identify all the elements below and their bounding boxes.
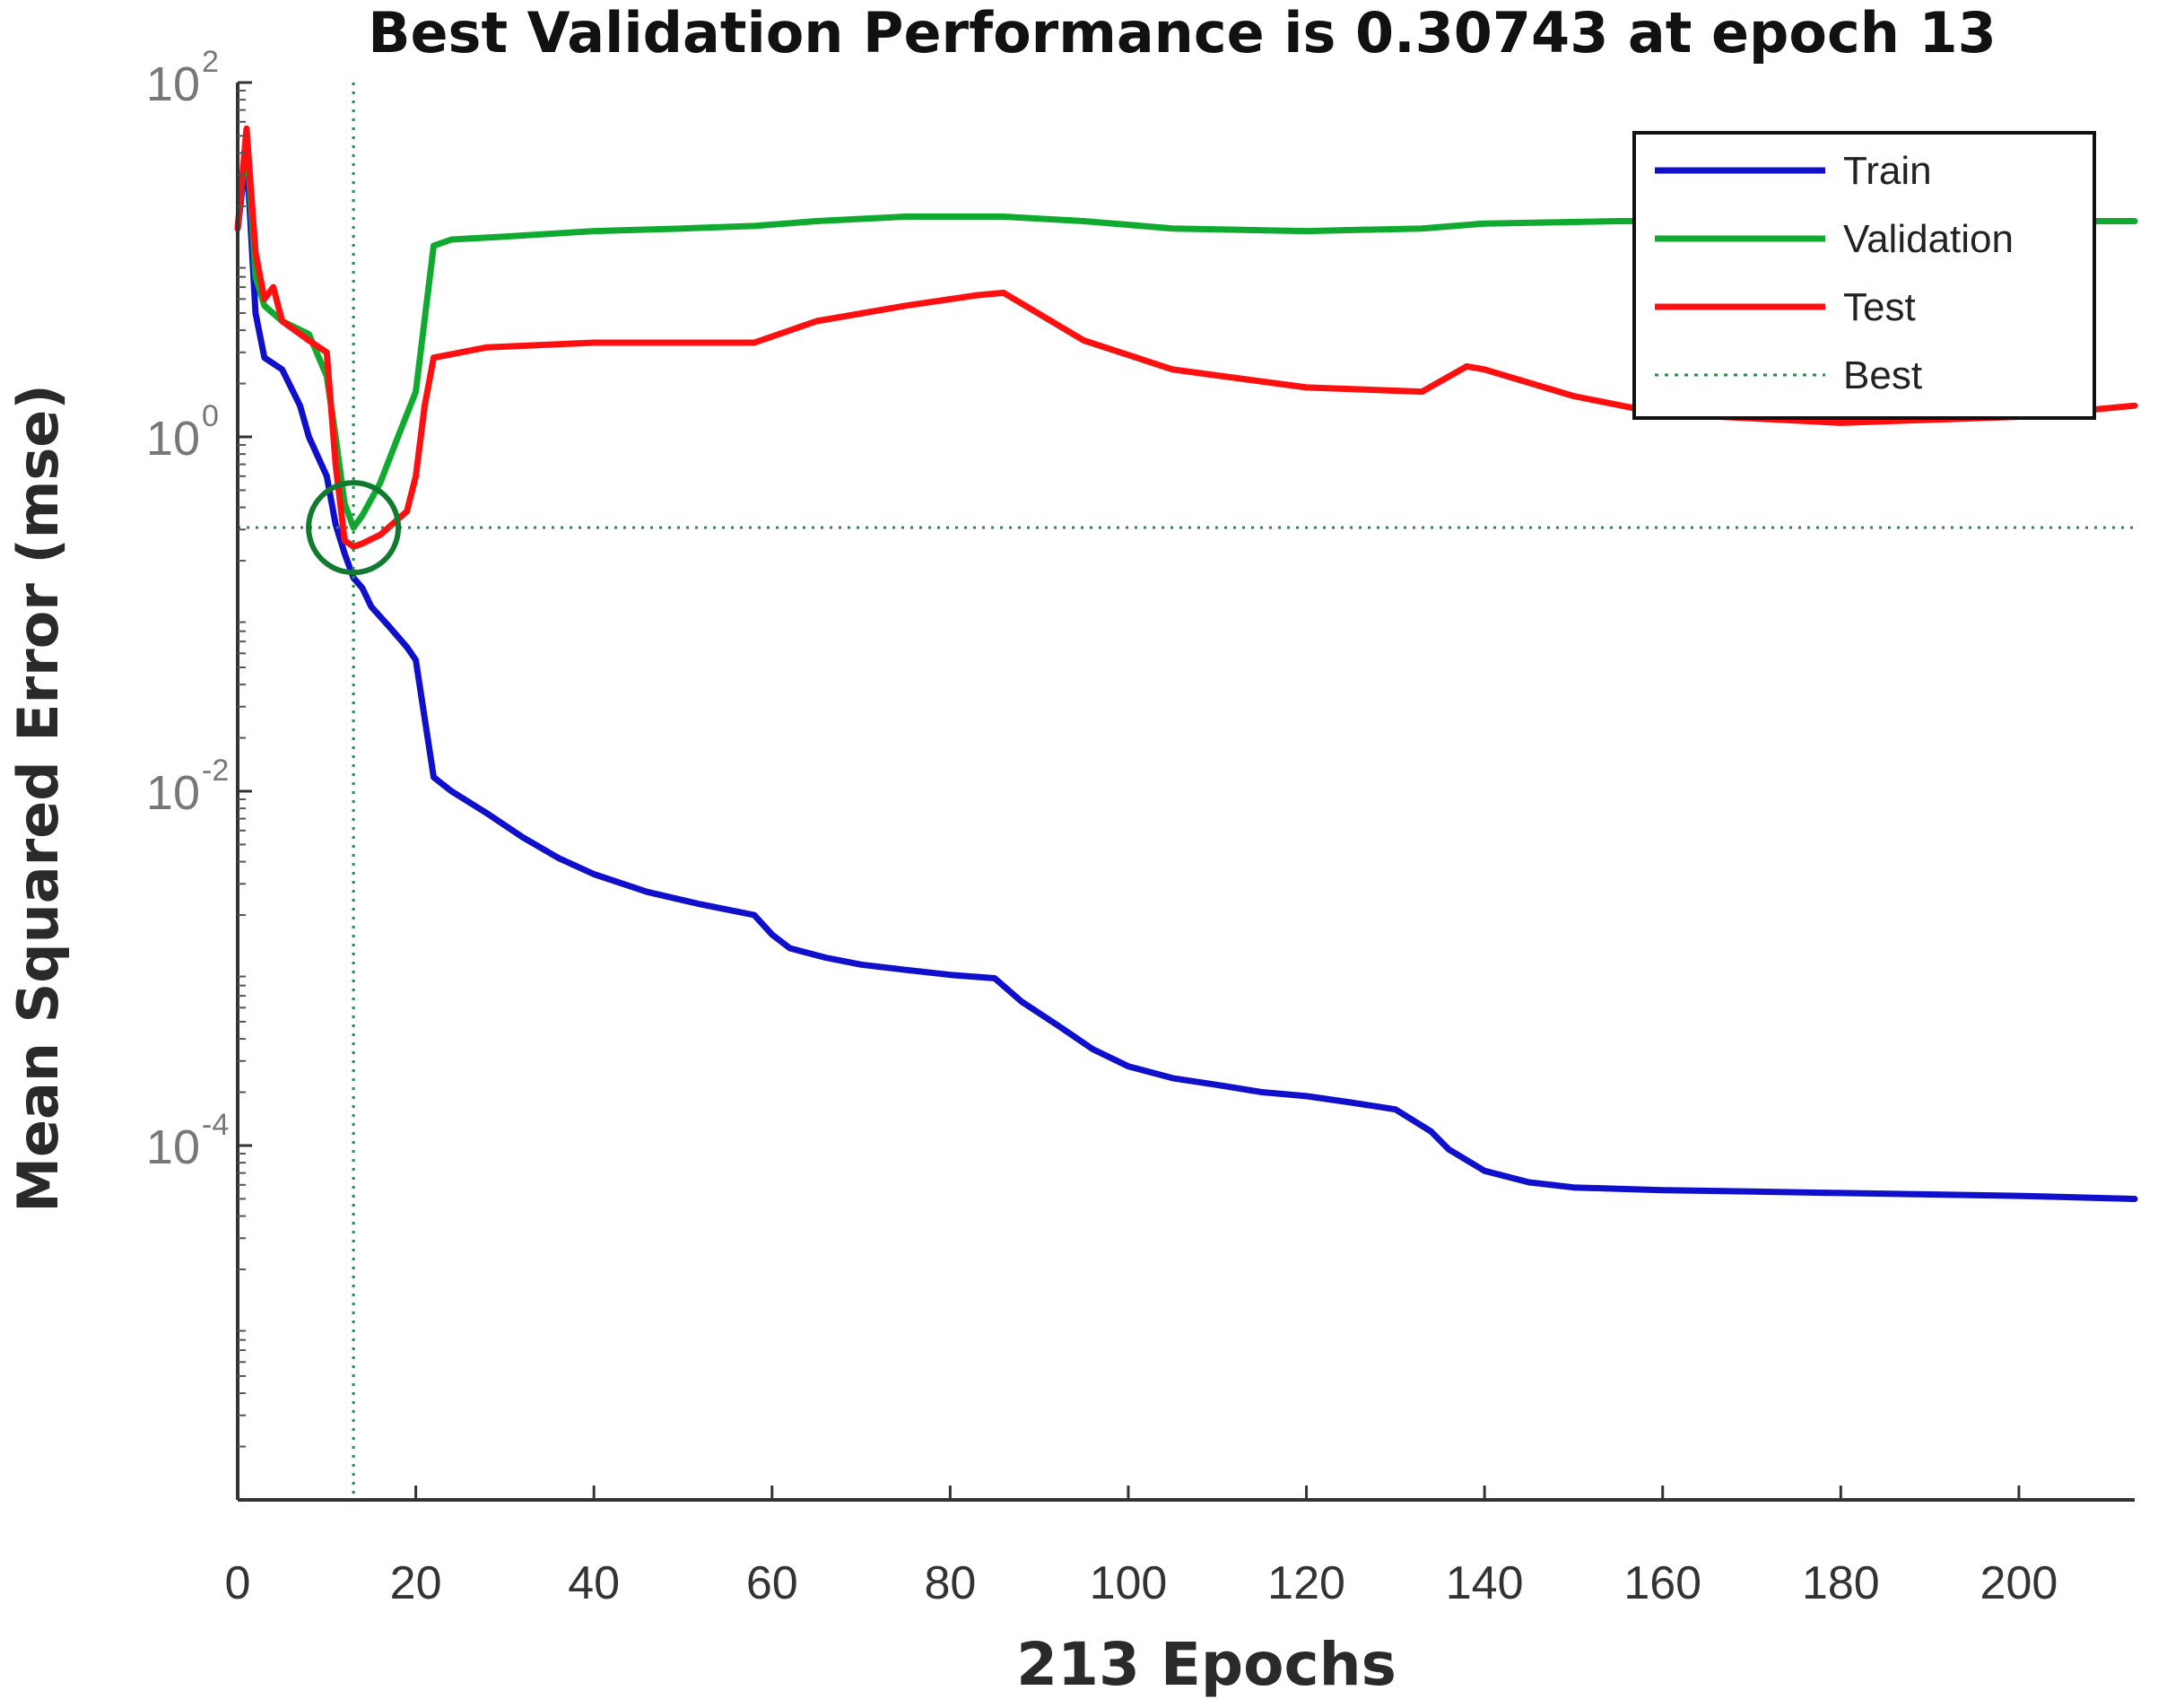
- x-tick-label: 180: [1802, 1557, 1880, 1609]
- x-tick-label: 60: [746, 1557, 798, 1609]
- y-tick-label: 10: [146, 1120, 200, 1174]
- x-axis-label: 213 Epochs: [1016, 1630, 1397, 1699]
- x-tick-label: 40: [568, 1557, 620, 1609]
- x-tick-label: 0: [225, 1557, 251, 1609]
- x-tick-label: 80: [924, 1557, 976, 1609]
- x-tick-label: 120: [1267, 1557, 1345, 1609]
- series-layer: [234, 125, 2138, 1202]
- best-marker-layer: [238, 83, 2135, 1500]
- chart-title: Best Validation Performance is 0.30743 a…: [368, 0, 1997, 65]
- y-tick-label: 10: [146, 766, 200, 820]
- y-tick-label: 10: [146, 412, 200, 466]
- x-tick-label: 160: [1623, 1557, 1701, 1609]
- legend-label-train: Train: [1843, 149, 1932, 193]
- series-line-test: [234, 125, 2138, 550]
- y-tick-exponent: -2: [202, 754, 229, 788]
- x-tick-label: 140: [1446, 1557, 1524, 1609]
- y-tick-exponent: 2: [202, 45, 219, 79]
- legend-label-best: Best: [1843, 353, 1922, 397]
- y-axis-label: Mean Squared Error (mse): [5, 384, 71, 1212]
- legend-entries: Train Validation Test Best: [1655, 149, 2014, 397]
- x-tick-label: 200: [1980, 1557, 2058, 1609]
- y-tick-label: 10: [146, 57, 200, 111]
- y-tick-exponent: -4: [202, 1108, 229, 1142]
- legend: Train Validation Test Best: [1632, 131, 2096, 420]
- x-tick-layer: 0 20 40 60 80 100 120 140 160 180 200: [225, 1486, 2058, 1609]
- legend-label-validation: Validation: [1843, 217, 2014, 261]
- x-tick-label: 20: [390, 1557, 442, 1609]
- series-line-train: [234, 150, 2138, 1202]
- best-marker-circle: [306, 480, 402, 576]
- x-tick-label: 100: [1090, 1557, 1168, 1609]
- legend-box: [1632, 131, 2096, 420]
- y-tick-exponent: 0: [202, 399, 219, 433]
- legend-label-test: Test: [1843, 285, 1916, 329]
